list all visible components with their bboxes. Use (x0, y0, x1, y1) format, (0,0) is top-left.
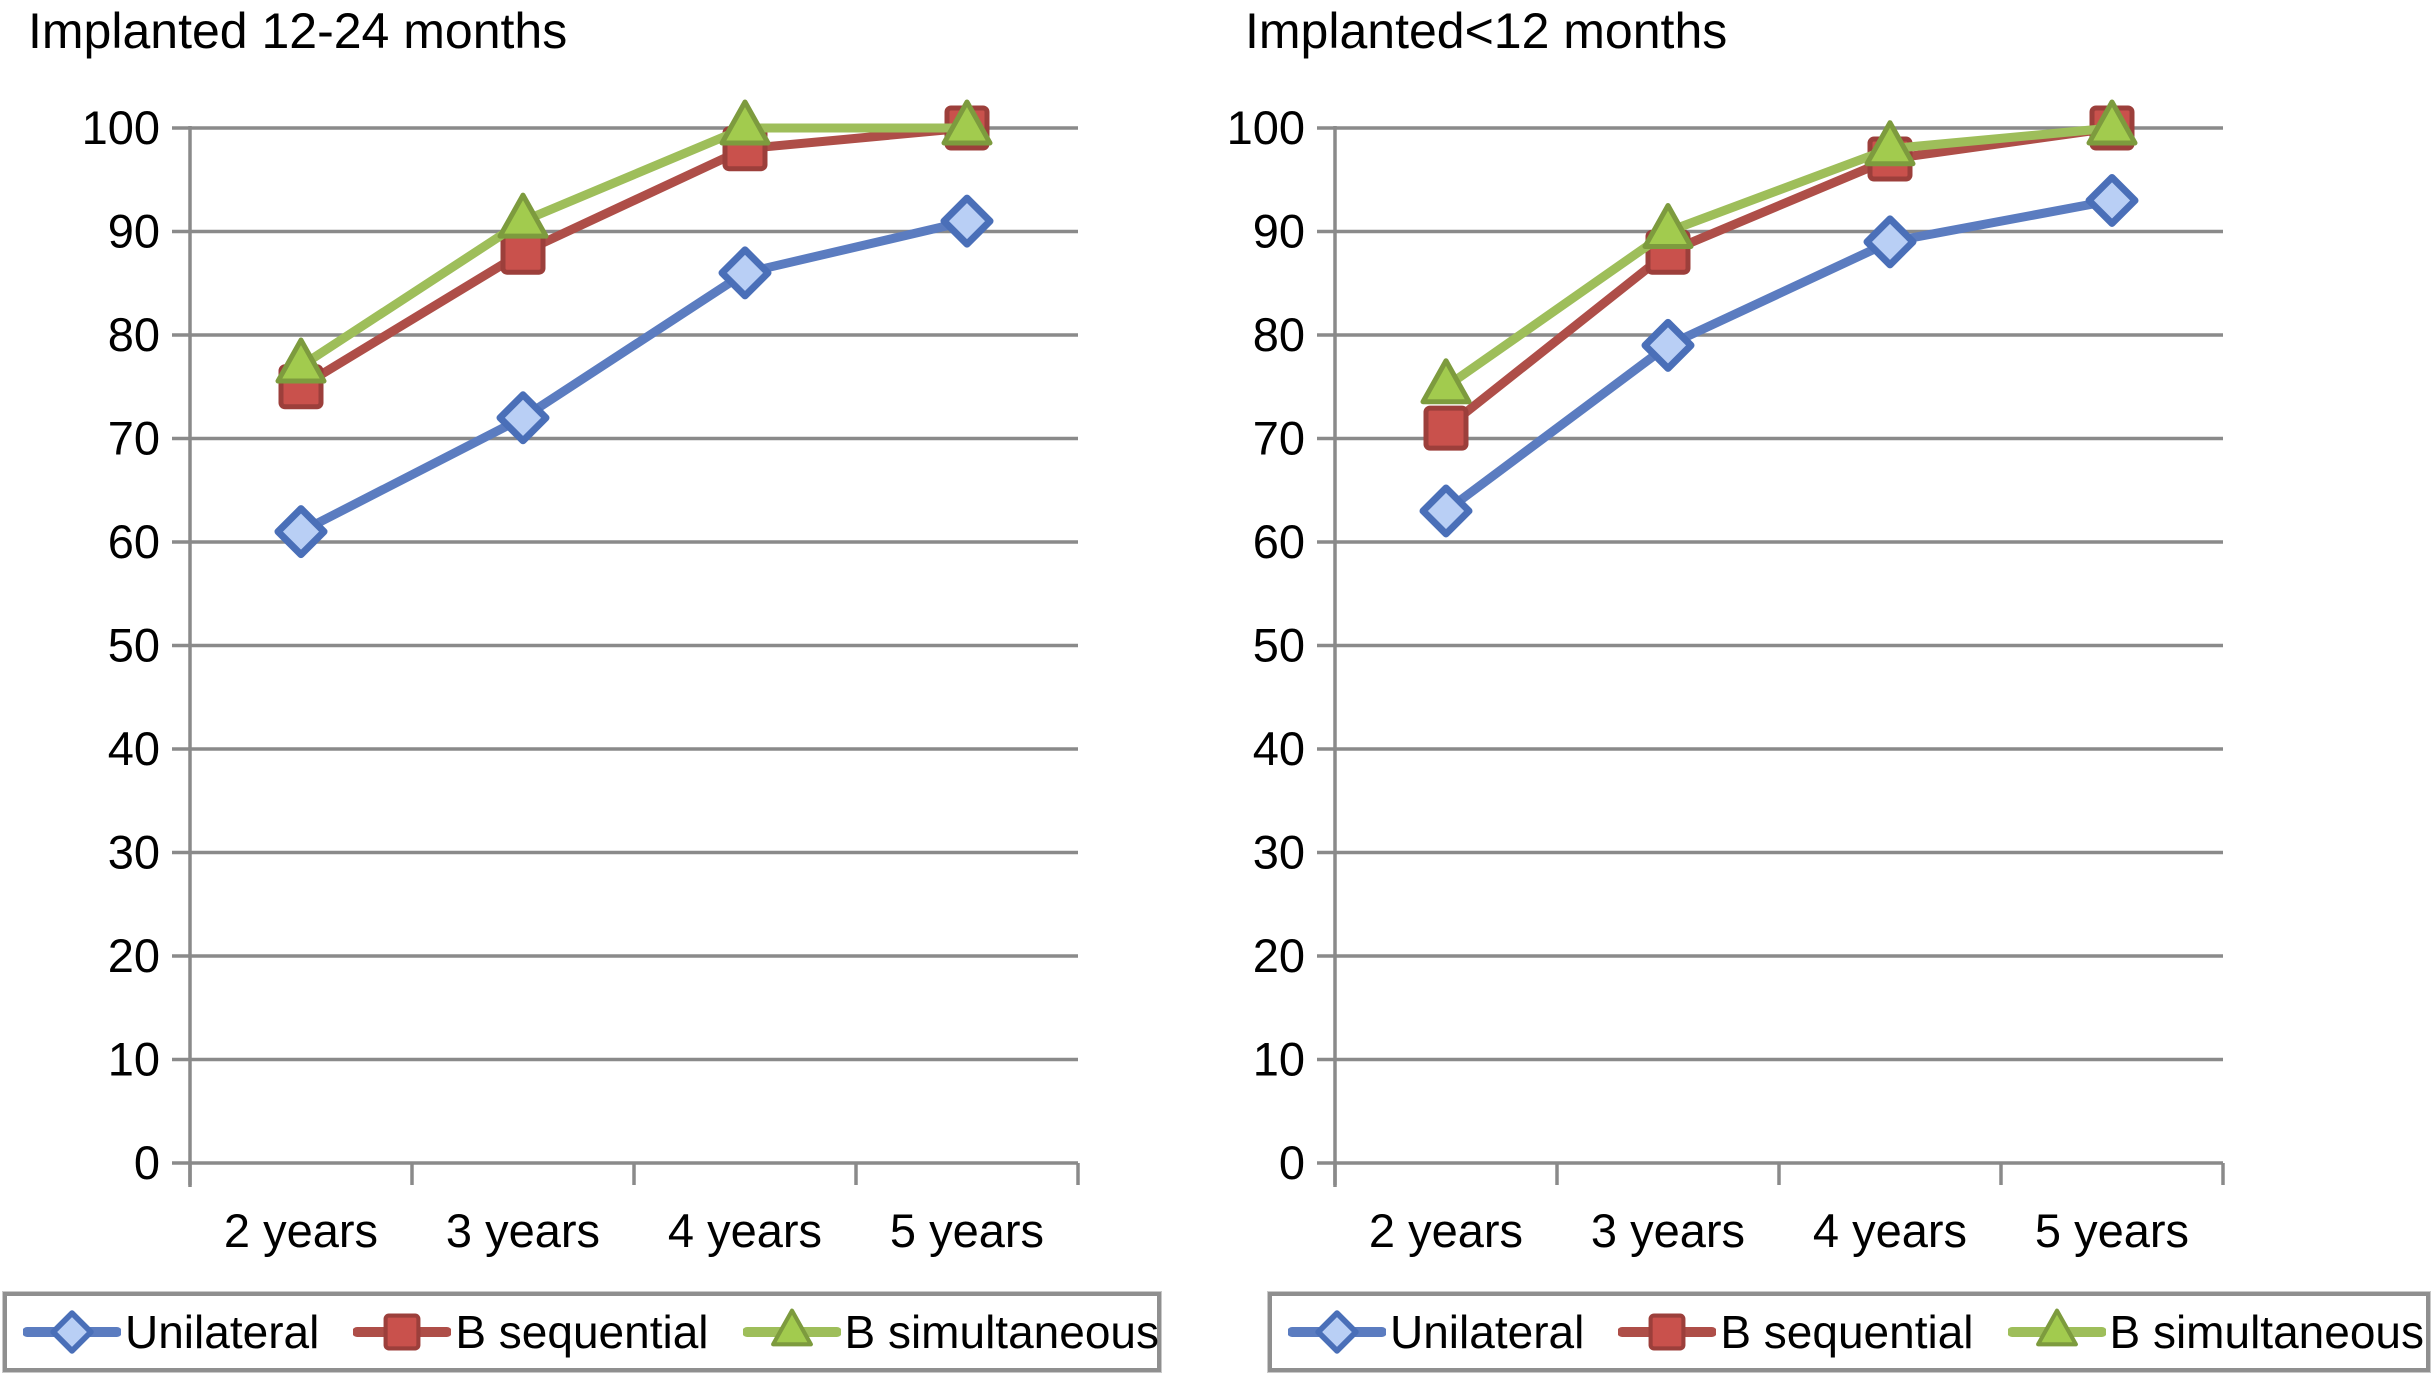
legend-triangle-icon (742, 1308, 841, 1347)
data-point-triangle (275, 337, 327, 384)
y-tick-label: 70 (108, 412, 160, 465)
data-point-triangle (2086, 99, 2138, 146)
y-tick-label: 0 (1279, 1136, 1305, 1189)
y-tick-label: 30 (1253, 826, 1305, 879)
legend: Unilateral B sequential B simultaneous (1267, 1291, 2431, 1373)
legend-diamond-icon (23, 1310, 121, 1354)
y-tick-label: 10 (1253, 1033, 1305, 1086)
y-tick-label: 20 (108, 929, 160, 982)
data-point-diamond (1863, 215, 1917, 269)
series-line-b-simultaneous (296, 123, 972, 371)
legend-marker (1315, 1310, 1359, 1354)
data-point-triangle (497, 192, 549, 239)
legend-item-b-sequential: B sequential (353, 1303, 709, 1361)
legend-diamond-icon (1288, 1310, 1386, 1354)
y-tick-label: 60 (108, 515, 160, 568)
chart-implanted-lt-12-months: Implanted<12 months 0 10 20 30 40 50 60 70 80 90 1… (1217, 0, 2433, 1375)
data-point-triangle (1420, 358, 1472, 405)
data-point-diamond (496, 391, 550, 445)
data-point-triangle (719, 99, 771, 146)
data-point-square (1423, 405, 1469, 451)
chart-title: Implanted<12 months (1245, 3, 1728, 59)
x-tick-label: 5 years (2035, 1204, 2189, 1257)
legend-triangle-icon (2007, 1308, 2106, 1347)
legend-label: Unilateral (125, 1306, 320, 1358)
y-tick-label: 90 (1253, 205, 1305, 258)
legend-item-b-simultaneous: B simultaneous (742, 1303, 1160, 1361)
y-tick-label: 70 (1253, 412, 1305, 465)
y-tick-label: 40 (108, 722, 160, 775)
data-point-diamond (1419, 484, 1473, 538)
plot-area: 0 10 20 30 40 50 60 70 80 90 100 2 years 3 years 4 ye… (82, 99, 1080, 1257)
data-point-diamond (718, 246, 772, 300)
y-tick-label: 30 (108, 826, 160, 879)
x-tick-label: 3 years (1591, 1204, 1745, 1257)
chart-title: Implanted 12-24 months (28, 3, 568, 59)
x-tick-label: 2 years (224, 1204, 378, 1257)
legend-label: B simultaneous (844, 1306, 1160, 1358)
legend-label: B sequential (1720, 1306, 1974, 1358)
legend-marker (383, 1313, 421, 1351)
series-line-unilateral (1441, 195, 2117, 516)
data-point-diamond (1641, 318, 1695, 372)
plot-area: 0 10 20 30 40 50 60 70 80 90 100 2 years 3 years 4 ye… (1227, 99, 2225, 1257)
data-point-diamond (2085, 173, 2139, 227)
legend-marker (770, 1308, 813, 1347)
legend-marker (50, 1310, 94, 1354)
series-line-b-sequential (296, 123, 972, 392)
legend: Unilateral B sequential B simultaneous (2, 1291, 1162, 1373)
y-tick-label: 80 (108, 308, 160, 361)
y-tick-label: 60 (1253, 515, 1305, 568)
legend-item-unilateral: Unilateral (1288, 1303, 1584, 1361)
legend-item-unilateral: Unilateral (23, 1303, 319, 1361)
data-point-triangle (1864, 120, 1916, 167)
data-point-diamond (274, 505, 328, 559)
legend-marker (1648, 1313, 1686, 1351)
y-tick-label: 50 (1253, 619, 1305, 672)
x-tick-label: 3 years (446, 1204, 600, 1257)
legend-label: B sequential (455, 1306, 709, 1358)
data-point-triangle (1642, 203, 1694, 249)
y-tick-label: 0 (134, 1136, 160, 1189)
y-tick-label: 100 (82, 101, 160, 154)
x-tick-label: 4 years (1813, 1204, 1967, 1257)
y-tick-label: 80 (1253, 308, 1305, 361)
legend-square-icon (1618, 1313, 1717, 1351)
legend-item-b-simultaneous: B simultaneous (2007, 1303, 2425, 1361)
y-tick-label: 50 (108, 619, 160, 672)
y-tick-label: 40 (1253, 722, 1305, 775)
legend-marker (2035, 1308, 2078, 1347)
x-tick-label: 4 years (668, 1204, 822, 1257)
chart-implanted-12-24-months: Implanted 12-24 months 0 10 20 30 40 50 60 70 80… (0, 0, 1216, 1375)
legend-item-b-sequential: B sequential (1618, 1303, 1974, 1361)
series-line-b-simultaneous (1441, 123, 2117, 392)
legend-square-icon (353, 1313, 452, 1351)
legend-label: Unilateral (1390, 1306, 1585, 1358)
x-tick-label: 5 years (890, 1204, 1044, 1257)
legend-label: B simultaneous (2109, 1306, 2425, 1358)
data-point-triangle (941, 99, 993, 146)
series-line-unilateral (296, 216, 972, 537)
y-tick-label: 10 (108, 1033, 160, 1086)
series-line-b-sequential (1441, 123, 2117, 433)
y-tick-label: 20 (1253, 929, 1305, 982)
data-point-diamond (940, 194, 994, 248)
y-tick-label: 90 (108, 205, 160, 258)
y-tick-label: 100 (1227, 101, 1305, 154)
x-tick-label: 2 years (1369, 1204, 1523, 1257)
